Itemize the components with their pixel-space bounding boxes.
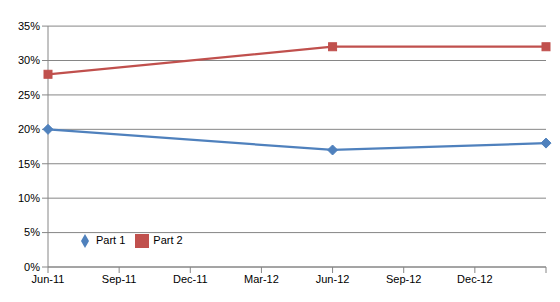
html-text:Part 2: Part 2 [153, 234, 183, 246]
svg-text:Jun-12: Jun-12 [316, 273, 350, 285]
svg-text:Dec-12: Dec-12 [457, 273, 492, 285]
svg-text:Sep-12: Sep-12 [386, 273, 421, 285]
svg-text:Mar-12: Mar-12 [244, 273, 279, 285]
svg-text:10%: 10% [18, 192, 40, 204]
svg-text:15%: 15% [18, 158, 40, 170]
svg-text:5%: 5% [24, 226, 40, 238]
svg-text:Jun-11: Jun-11 [32, 273, 65, 285]
svg-text:20%: 20% [18, 123, 40, 135]
svg-text:Dec-11: Dec-11 [173, 273, 208, 285]
svg-text:25%: 25% [18, 89, 40, 101]
svg-text:Sep-11: Sep-11 [102, 273, 137, 285]
html-text:Part 1: Part 1 [96, 234, 126, 246]
svg-text:35%: 35% [18, 20, 40, 32]
svg-text:0%: 0% [24, 261, 40, 273]
svg-text:30%: 30% [18, 54, 40, 66]
